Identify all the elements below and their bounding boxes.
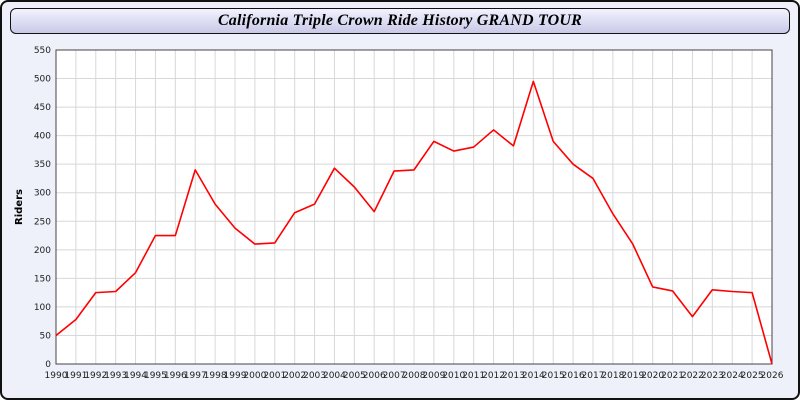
chart-panel: 0 50 100 150 200 250 300 350 400 450 500 550 1990 199… (10, 40, 790, 397)
svg-text:150: 150 (34, 274, 51, 284)
svg-text:2009: 2009 (422, 371, 445, 381)
svg-text:2010: 2010 (442, 371, 465, 381)
svg-text:2024: 2024 (721, 371, 744, 381)
ride-history-line-chart: 0501001502002503003504004505005501990199… (14, 46, 784, 381)
svg-text:1990: 1990 (45, 371, 68, 381)
svg-text:2015: 2015 (542, 371, 565, 381)
svg-text:1994: 1994 (124, 371, 147, 381)
svg-text:2017: 2017 (582, 371, 605, 381)
svg-text:2013: 2013 (502, 371, 525, 381)
svg-text:350: 350 (34, 160, 51, 170)
svg-text:250: 250 (34, 217, 51, 227)
svg-text:2022: 2022 (681, 371, 704, 381)
svg-text:2007: 2007 (383, 371, 406, 381)
svg-text:300: 300 (34, 189, 51, 199)
svg-text:1997: 1997 (184, 371, 207, 381)
svg-text:2006: 2006 (363, 371, 386, 381)
svg-text:2026: 2026 (761, 371, 784, 381)
svg-text:2002: 2002 (283, 371, 306, 381)
svg-text:50: 50 (40, 331, 52, 341)
svg-text:2000: 2000 (243, 371, 266, 381)
svg-text:2004: 2004 (323, 371, 346, 381)
svg-text:2005: 2005 (343, 371, 366, 381)
svg-text:550: 550 (34, 46, 51, 56)
svg-text:0: 0 (45, 360, 51, 370)
svg-text:200: 200 (34, 246, 51, 256)
svg-text:1999: 1999 (224, 371, 247, 381)
page-title: California Triple Crown Ride History GRA… (217, 12, 583, 29)
svg-text:1998: 1998 (204, 371, 227, 381)
title-bar: California Triple Crown Ride History GRA… (10, 8, 790, 34)
svg-text:2012: 2012 (482, 371, 505, 381)
svg-text:2020: 2020 (641, 371, 664, 381)
svg-text:2001: 2001 (263, 371, 286, 381)
svg-text:2011: 2011 (462, 371, 485, 381)
svg-text:2008: 2008 (403, 371, 426, 381)
svg-text:2003: 2003 (303, 371, 326, 381)
svg-text:1996: 1996 (164, 371, 187, 381)
svg-text:2021: 2021 (661, 371, 684, 381)
svg-text:1995: 1995 (144, 371, 167, 381)
svg-text:2018: 2018 (601, 371, 624, 381)
svg-text:1992: 1992 (84, 371, 107, 381)
svg-text:1993: 1993 (104, 371, 127, 381)
svg-text:450: 450 (34, 103, 51, 113)
svg-text:Riders: Riders (14, 189, 25, 225)
svg-text:400: 400 (34, 132, 51, 142)
svg-text:500: 500 (34, 75, 51, 85)
svg-text:2014: 2014 (522, 371, 545, 381)
svg-text:1991: 1991 (64, 371, 87, 381)
svg-text:2019: 2019 (621, 371, 644, 381)
svg-text:2016: 2016 (562, 371, 585, 381)
svg-text:100: 100 (34, 303, 51, 313)
svg-text:2023: 2023 (701, 371, 724, 381)
svg-text:2025: 2025 (741, 371, 764, 381)
